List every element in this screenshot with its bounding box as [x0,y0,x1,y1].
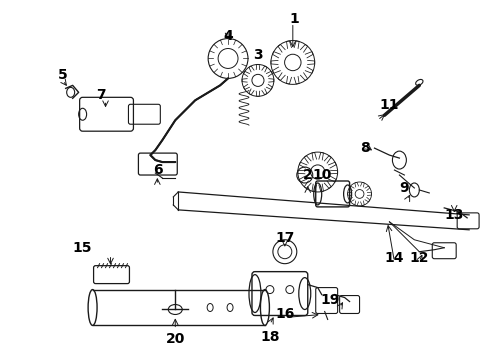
Text: 3: 3 [253,49,263,63]
Text: 5: 5 [58,68,68,82]
Text: 10: 10 [312,168,331,182]
Text: 13: 13 [444,208,464,222]
Text: 18: 18 [260,330,280,345]
Text: 19: 19 [320,293,340,306]
Text: 17: 17 [275,231,294,245]
Text: 1: 1 [290,12,300,26]
Text: 15: 15 [73,241,93,255]
Text: 2: 2 [303,168,313,182]
Text: 7: 7 [96,88,105,102]
Text: 8: 8 [360,141,369,155]
Text: 11: 11 [380,98,399,112]
Text: 9: 9 [399,181,409,195]
Text: 16: 16 [275,307,294,321]
Text: 20: 20 [166,332,185,346]
Text: 14: 14 [385,251,404,265]
Text: 4: 4 [223,28,233,42]
Text: 6: 6 [153,163,163,177]
Text: 12: 12 [410,251,429,265]
